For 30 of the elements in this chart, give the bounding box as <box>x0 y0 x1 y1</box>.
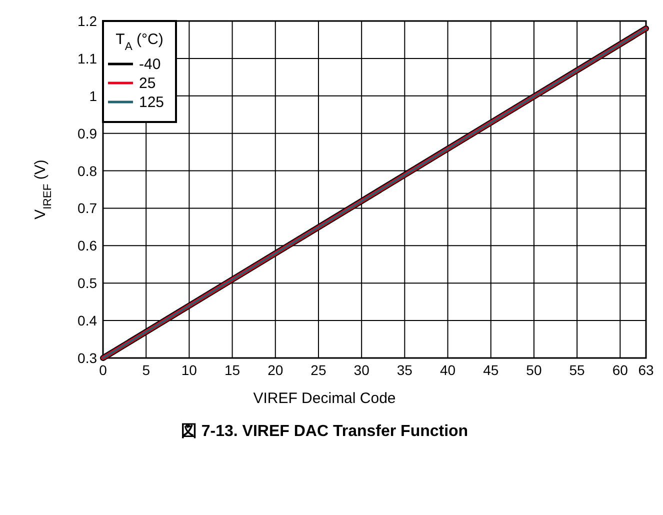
legend-label: 125 <box>139 94 164 111</box>
y-tick-label: 0.4 <box>78 312 98 329</box>
x-tick-label: 0 <box>99 362 108 378</box>
legend-label: -40 <box>139 56 161 73</box>
x-axis-title: VIREF Decimal Code <box>253 390 396 407</box>
text: 図 7-13. VIREF DAC Transfer Function <box>180 423 468 440</box>
x-tick-label: 15 <box>224 362 240 378</box>
y-tick-label: 1.2 <box>78 13 98 29</box>
x-tick-label: 25 <box>310 362 326 378</box>
legend-title: T$_{A}$ (°C) <box>116 31 164 53</box>
legend-label: 25 <box>139 75 156 92</box>
y-tick-label: 0.6 <box>78 238 98 254</box>
y-tick-label: 1.1 <box>78 50 98 66</box>
y-tick-label: 0.9 <box>78 125 98 142</box>
y-tick-label: 1 <box>89 88 98 104</box>
x-tick-label: 20 <box>268 362 284 378</box>
y-tick-label: 0.5 <box>78 275 98 292</box>
x-tick-label: 50 <box>526 362 542 378</box>
x-tick-label: 45 <box>483 362 499 378</box>
x-tick-label: 40 <box>440 362 456 378</box>
x-tick-label: 55 <box>569 362 586 378</box>
y-tick-label: 0.3 <box>78 350 98 366</box>
x-tick-label: 30 <box>354 362 370 378</box>
x-tick-label: 10 <box>181 362 198 378</box>
x-tick-label: 60 <box>612 362 628 378</box>
x-tick-label: 5 <box>142 362 150 378</box>
y-tick-label: 0.7 <box>78 200 98 216</box>
y-tick-label: 0.8 <box>78 162 98 179</box>
x-tick-label: 35 <box>396 362 413 378</box>
x-tick-label: 63 <box>638 362 654 378</box>
